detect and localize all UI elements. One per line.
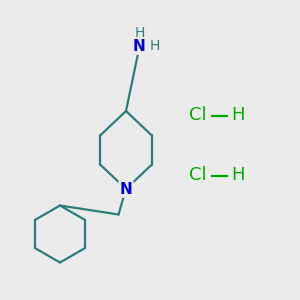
Text: N: N bbox=[120, 182, 132, 196]
Text: H: H bbox=[134, 26, 145, 40]
Text: H: H bbox=[150, 40, 160, 53]
Text: Cl: Cl bbox=[189, 167, 207, 184]
Text: H: H bbox=[231, 106, 244, 124]
Text: H: H bbox=[231, 167, 244, 184]
Text: Cl: Cl bbox=[189, 106, 207, 124]
Text: N: N bbox=[133, 39, 146, 54]
